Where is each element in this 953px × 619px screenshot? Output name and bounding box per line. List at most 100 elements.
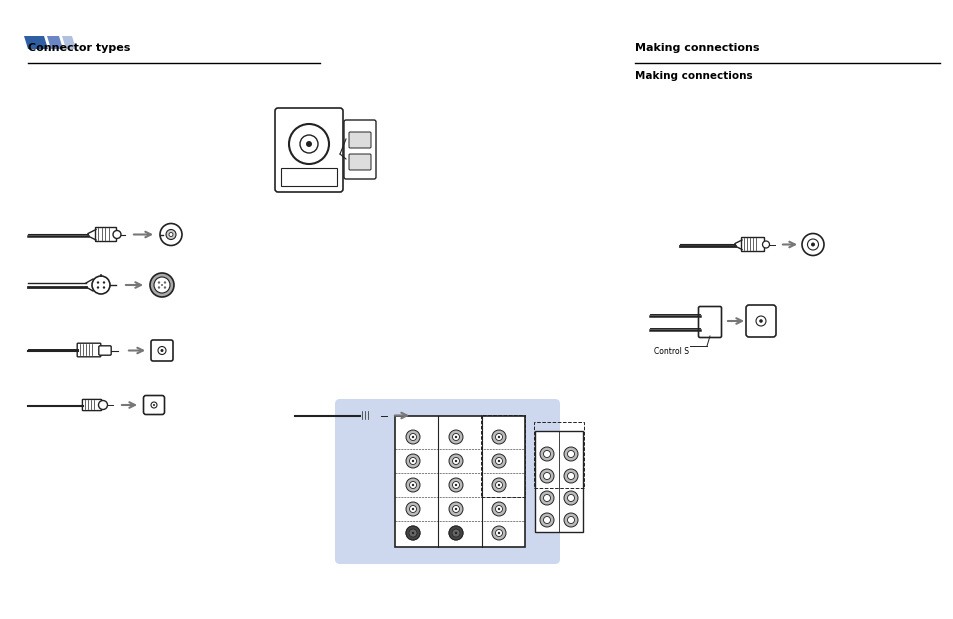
Circle shape [455, 436, 456, 438]
Circle shape [449, 526, 462, 540]
Bar [534, 422, 583, 488]
Circle shape [96, 287, 99, 288]
Polygon shape [47, 36, 63, 49]
Circle shape [452, 457, 459, 464]
Circle shape [755, 316, 765, 326]
FancyBboxPatch shape [151, 340, 172, 361]
FancyBboxPatch shape [349, 132, 371, 148]
FancyBboxPatch shape [412, 407, 430, 424]
Circle shape [412, 460, 414, 462]
Circle shape [449, 454, 462, 468]
Circle shape [103, 287, 105, 288]
Circle shape [539, 469, 554, 483]
Circle shape [409, 529, 416, 537]
FancyBboxPatch shape [143, 396, 164, 415]
Circle shape [164, 287, 166, 288]
FancyBboxPatch shape [82, 399, 101, 410]
Circle shape [449, 526, 462, 540]
Circle shape [567, 495, 574, 501]
Circle shape [409, 506, 416, 513]
Circle shape [539, 491, 554, 505]
Circle shape [497, 508, 499, 510]
Circle shape [112, 230, 121, 238]
Circle shape [455, 532, 456, 534]
Circle shape [497, 532, 499, 534]
FancyBboxPatch shape [335, 399, 559, 564]
Circle shape [563, 491, 578, 505]
Circle shape [152, 404, 154, 406]
Circle shape [164, 281, 166, 284]
Circle shape [449, 430, 462, 444]
Circle shape [492, 430, 505, 444]
Circle shape [543, 495, 550, 501]
FancyBboxPatch shape [745, 305, 775, 337]
Circle shape [801, 233, 823, 256]
Text: Making connections: Making connections [635, 43, 759, 53]
Circle shape [455, 508, 456, 510]
Circle shape [161, 284, 163, 286]
Circle shape [563, 469, 578, 483]
Circle shape [539, 447, 554, 461]
Circle shape [409, 482, 416, 488]
Circle shape [419, 415, 421, 417]
Circle shape [306, 141, 312, 147]
Circle shape [810, 243, 814, 246]
Bar [395, 416, 524, 547]
Circle shape [412, 436, 414, 438]
Circle shape [409, 529, 416, 537]
Circle shape [452, 433, 459, 441]
Circle shape [452, 506, 459, 513]
Circle shape [153, 277, 170, 293]
Polygon shape [62, 36, 76, 49]
Circle shape [412, 532, 414, 534]
Circle shape [806, 239, 818, 250]
Circle shape [169, 233, 172, 236]
FancyBboxPatch shape [77, 343, 101, 357]
Circle shape [406, 430, 419, 444]
Circle shape [455, 460, 456, 462]
FancyBboxPatch shape [344, 120, 375, 179]
Text: Making connections: Making connections [635, 71, 752, 81]
Circle shape [166, 230, 175, 240]
FancyBboxPatch shape [99, 346, 112, 355]
FancyBboxPatch shape [359, 410, 376, 420]
Circle shape [412, 508, 414, 510]
Circle shape [150, 273, 173, 297]
Circle shape [289, 124, 329, 164]
Circle shape [492, 526, 505, 540]
Text: Connector types: Connector types [28, 43, 131, 53]
Circle shape [567, 472, 574, 480]
Circle shape [495, 482, 502, 488]
Circle shape [563, 447, 578, 461]
Circle shape [495, 433, 502, 441]
Circle shape [495, 457, 502, 464]
Circle shape [409, 457, 416, 464]
Text: Control S: Control S [654, 347, 688, 356]
Circle shape [406, 526, 419, 540]
Circle shape [492, 478, 505, 492]
Circle shape [495, 529, 502, 537]
FancyBboxPatch shape [349, 154, 371, 170]
Circle shape [495, 506, 502, 513]
Bar [480, 415, 524, 497]
Circle shape [452, 529, 459, 537]
Circle shape [160, 349, 163, 352]
Circle shape [543, 516, 550, 524]
Bar [281, 168, 336, 186]
Circle shape [373, 412, 380, 420]
Circle shape [449, 502, 462, 516]
Circle shape [406, 502, 419, 516]
Circle shape [563, 513, 578, 527]
Circle shape [567, 451, 574, 457]
Circle shape [497, 436, 499, 438]
Circle shape [406, 478, 419, 492]
Circle shape [497, 484, 499, 486]
FancyBboxPatch shape [740, 238, 763, 251]
Circle shape [98, 400, 108, 410]
Bar [535, 431, 582, 532]
Circle shape [539, 513, 554, 527]
Circle shape [412, 484, 414, 486]
Circle shape [151, 402, 157, 408]
Circle shape [91, 276, 110, 294]
Circle shape [157, 287, 160, 288]
